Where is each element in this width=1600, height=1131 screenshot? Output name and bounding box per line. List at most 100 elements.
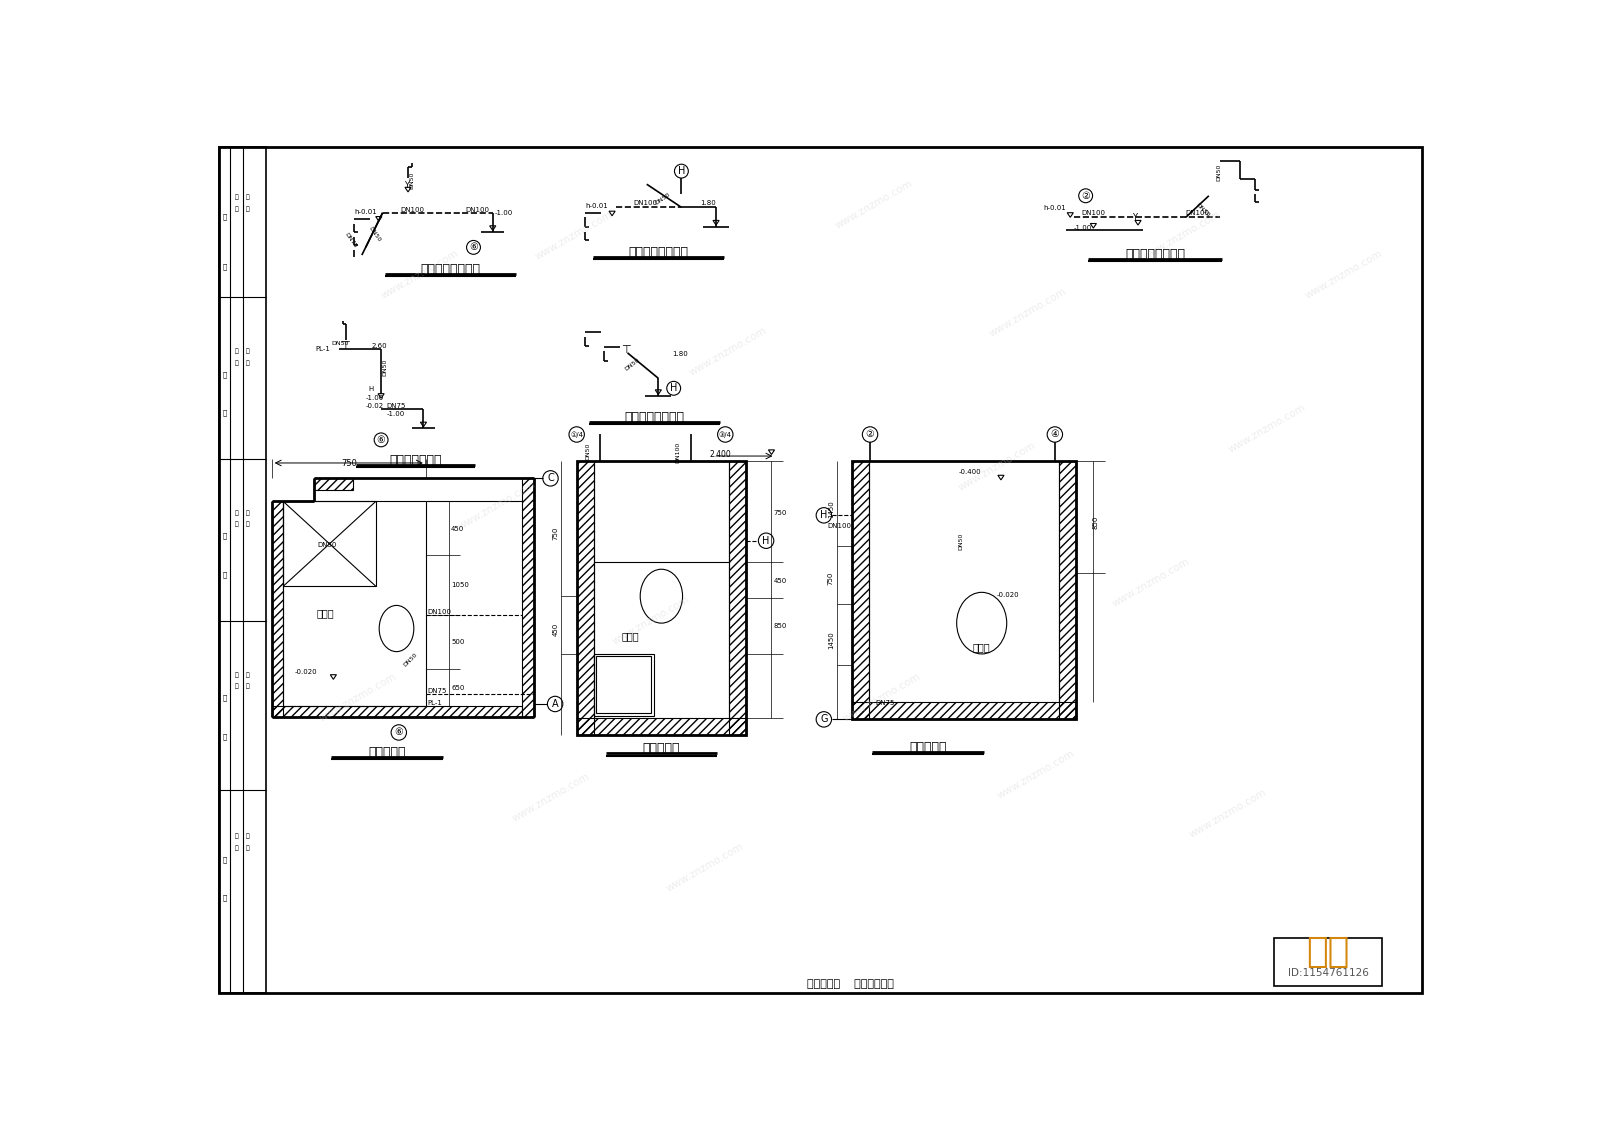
Text: www.znzmo.com: www.znzmo.com	[664, 841, 746, 893]
Text: www.znzmo.com: www.znzmo.com	[1187, 787, 1269, 839]
Text: 审: 审	[235, 195, 238, 200]
Text: www.znzmo.com: www.znzmo.com	[1141, 209, 1222, 262]
Text: 编: 编	[246, 510, 250, 516]
Text: DN50: DN50	[368, 226, 382, 243]
Text: ②: ②	[866, 430, 875, 440]
Text: H: H	[670, 383, 677, 394]
Text: 月: 月	[246, 845, 250, 851]
Text: DN75: DN75	[387, 403, 406, 409]
Text: A: A	[552, 699, 558, 709]
Text: 核: 核	[235, 683, 238, 689]
Text: ID:1154761126: ID:1154761126	[1288, 968, 1368, 978]
Text: 卫生间: 卫生间	[317, 608, 334, 619]
Text: www.znzmo.com: www.znzmo.com	[379, 248, 459, 301]
Text: www.znzmo.com: www.znzmo.com	[610, 595, 691, 647]
Text: h-0.01: h-0.01	[1043, 205, 1066, 211]
Text: DN50: DN50	[403, 651, 419, 667]
Text: 专: 专	[246, 195, 250, 200]
Text: 审: 审	[246, 348, 250, 354]
Bar	[594, 654, 654, 716]
Text: 纸: 纸	[235, 521, 238, 527]
Text: 年: 年	[246, 834, 250, 839]
Text: 核: 核	[246, 360, 250, 365]
Text: 850: 850	[1093, 516, 1099, 528]
Text: 750: 750	[774, 510, 787, 516]
Text: DN100: DN100	[1186, 210, 1210, 216]
Text: PL-1: PL-1	[427, 700, 442, 706]
Text: ②: ②	[1082, 191, 1090, 201]
Text: 卫生间详图: 卫生间详图	[909, 741, 947, 754]
Text: www.znzmo.com: www.znzmo.com	[987, 286, 1069, 339]
Text: www.znzmo.com: www.znzmo.com	[510, 771, 590, 824]
Text: 750: 750	[341, 459, 357, 468]
Bar	[853, 461, 1075, 719]
Text: 签: 签	[246, 672, 250, 677]
Text: -1.00: -1.00	[387, 411, 405, 416]
Text: 字: 字	[246, 683, 250, 689]
Text: 查: 查	[235, 206, 238, 211]
Text: 卫生间: 卫生间	[973, 642, 990, 653]
Text: ④: ④	[1051, 430, 1059, 440]
Text: 650: 650	[451, 684, 464, 691]
Text: 制: 制	[222, 371, 227, 378]
Text: 图: 图	[235, 510, 238, 516]
Text: ⑥: ⑥	[469, 242, 478, 252]
Bar	[853, 702, 1075, 719]
Text: 厂房排水透视图: 厂房排水透视图	[389, 454, 442, 467]
Text: 1.80: 1.80	[701, 200, 717, 206]
Text: DN50: DN50	[382, 359, 387, 377]
Text: 450: 450	[554, 623, 558, 637]
Text: -0.020: -0.020	[997, 593, 1019, 598]
Text: DN75: DN75	[875, 700, 894, 706]
Bar	[576, 461, 594, 735]
Text: DN50: DN50	[958, 533, 963, 551]
Text: DN50: DN50	[1194, 202, 1210, 218]
Text: DN50: DN50	[654, 192, 672, 206]
Bar	[522, 478, 533, 717]
Bar	[576, 461, 746, 735]
Text: 850: 850	[774, 623, 787, 629]
Text: h-0.01: h-0.01	[586, 204, 608, 209]
Text: ⊤: ⊤	[621, 345, 630, 355]
Text: www.znzmo.com: www.znzmo.com	[456, 480, 538, 532]
Bar	[576, 718, 746, 735]
Text: www.znzmo.com: www.znzmo.com	[834, 179, 914, 231]
Text: 1450: 1450	[827, 631, 834, 648]
Text: 图: 图	[222, 409, 227, 416]
Bar	[314, 478, 352, 490]
Text: 450: 450	[451, 526, 464, 532]
Text: 卫生间排水透视图: 卫生间排水透视图	[624, 412, 685, 424]
Text: DN50: DN50	[331, 342, 349, 346]
Text: 业: 业	[246, 206, 250, 211]
Text: 核: 核	[222, 571, 227, 578]
Bar	[219, 147, 266, 993]
Bar	[283, 501, 376, 586]
Text: 图: 图	[222, 733, 227, 740]
Text: H: H	[821, 510, 827, 520]
Text: DN50: DN50	[624, 357, 640, 372]
Text: C: C	[547, 474, 554, 483]
Text: DN100: DN100	[675, 442, 680, 464]
Text: www.znzmo.com: www.znzmo.com	[1110, 556, 1192, 608]
Text: -1.00: -1.00	[494, 209, 512, 216]
Text: 1450: 1450	[827, 500, 834, 518]
Text: H: H	[368, 386, 373, 392]
Text: DN100: DN100	[427, 610, 451, 615]
Text: 日: 日	[235, 834, 238, 839]
Text: 制: 制	[235, 348, 238, 354]
Text: 图: 图	[235, 360, 238, 365]
Text: DN75: DN75	[344, 232, 358, 249]
Text: 2.400: 2.400	[710, 450, 731, 459]
Text: DN50: DN50	[410, 172, 414, 189]
Text: 期: 期	[222, 895, 227, 901]
Text: www.znzmo.com: www.znzmo.com	[688, 325, 768, 378]
Text: 1050: 1050	[451, 582, 469, 588]
Text: 制: 制	[222, 694, 227, 701]
Text: www.znzmo.com: www.znzmo.com	[1304, 248, 1384, 301]
Text: www.znzmo.com: www.znzmo.com	[318, 672, 398, 724]
Text: www.znzmo.com: www.znzmo.com	[957, 441, 1037, 493]
Text: 知末: 知末	[1307, 935, 1350, 969]
Bar	[1059, 461, 1075, 719]
Text: 卫生间排水透视图: 卫生间排水透视图	[421, 262, 480, 276]
Bar	[272, 706, 522, 717]
